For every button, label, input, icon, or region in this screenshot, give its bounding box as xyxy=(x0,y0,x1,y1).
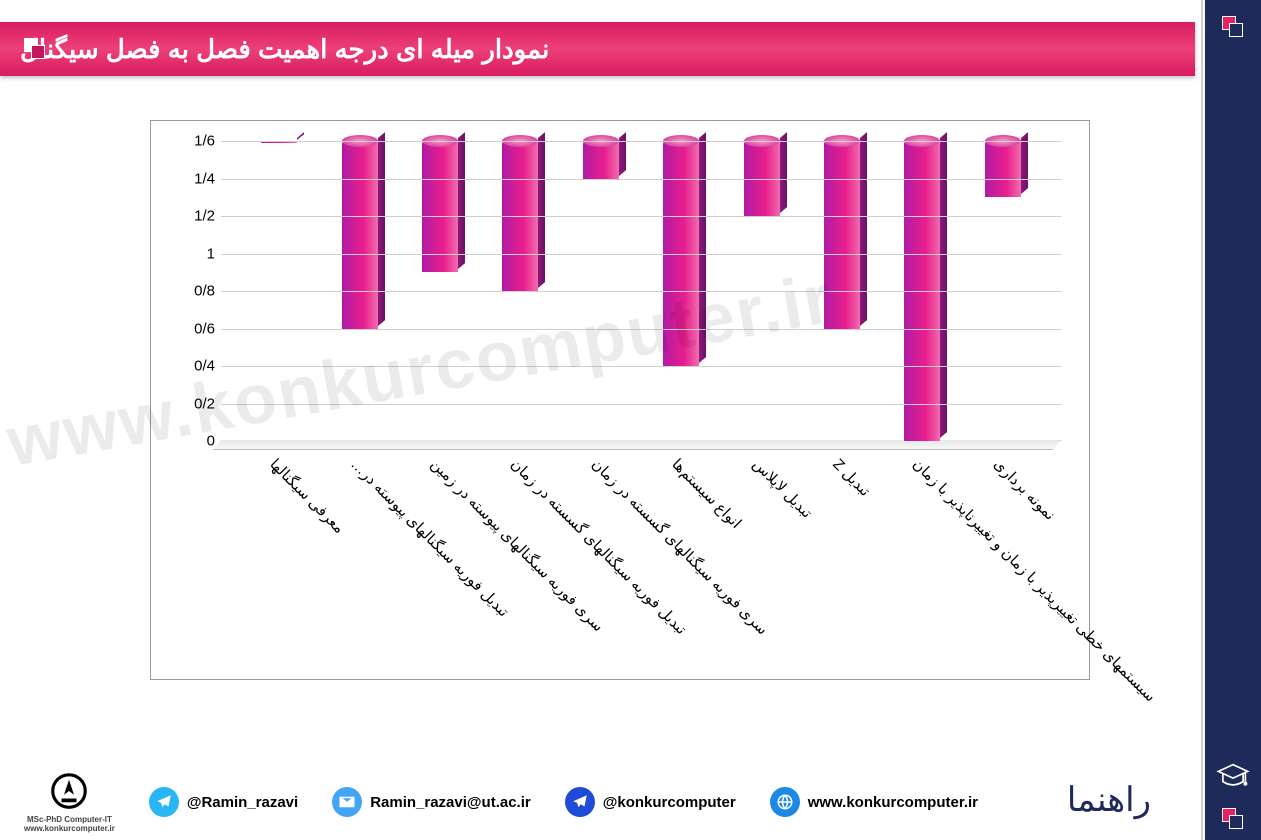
footer-contact-text: @Ramin_razavi xyxy=(187,794,298,811)
footer-logo-url: www.konkurcomputer.ir xyxy=(24,824,115,833)
gridline xyxy=(221,254,1061,255)
y-tick-label: 0/8 xyxy=(171,283,215,300)
y-tick-label: 1/2 xyxy=(171,208,215,225)
plot-floor xyxy=(213,440,1061,450)
y-tick-label: 0/6 xyxy=(171,320,215,337)
x-axis-labels: معرفی سیگنالهاتبدیل فوریه سیگنالهای پیوس… xyxy=(221,451,1061,681)
y-tick-label: 1 xyxy=(171,245,215,262)
footer-contact-text: @konkurcomputer xyxy=(603,794,736,811)
bar-chart: 00/20/40/60/811/21/41/6 معرفی سیگنالهاتب… xyxy=(150,120,1090,680)
y-tick-label: 0/4 xyxy=(171,358,215,375)
signature: راهنما xyxy=(1067,780,1151,820)
side-rail-divider xyxy=(1201,0,1205,840)
banner-deco-icon xyxy=(24,38,46,60)
x-label-slot: معرفی سیگنالها xyxy=(239,451,319,681)
y-tick-label: 0 xyxy=(171,433,215,450)
title-banner: نمودار میله ای درجه اهمیت فصل به فصل سیگ… xyxy=(0,22,1195,76)
gridline xyxy=(221,179,1061,180)
gridline xyxy=(221,216,1061,217)
footer-contact[interactable]: Ramin_razavi@ut.ac.ir xyxy=(332,787,531,817)
corner-deco-bottom xyxy=(1222,808,1244,830)
x-label-slot: نمونه برداری xyxy=(963,451,1043,681)
x-label-slot: سیستمهای خطی تغییرپذیر با زمان و تغییرنا… xyxy=(882,451,962,681)
plot-area: 00/20/40/60/811/21/41/6 xyxy=(221,141,1061,441)
x-label-slot: تبدیل فوریه سیگنالهای گسسته در زمان xyxy=(480,451,560,681)
corner-deco-top xyxy=(1222,16,1244,38)
x-tick-label: تبدیل Z xyxy=(829,455,874,500)
footer-contact[interactable]: www.konkurcomputer.ir xyxy=(770,787,978,817)
bar xyxy=(985,141,1021,197)
side-rail xyxy=(1205,0,1261,840)
footer-contact[interactable]: @konkurcomputer xyxy=(565,787,736,817)
gridline xyxy=(221,291,1061,292)
mail-icon xyxy=(332,787,362,817)
y-tick-label: 0/2 xyxy=(171,395,215,412)
x-label-slot: سری فوریه سیگنالهای گسسته در زمان xyxy=(561,451,641,681)
gridline xyxy=(221,366,1061,367)
footer-contact-text: Ramin_razavi@ut.ac.ir xyxy=(370,794,531,811)
footer-logo-caption: MSc-PhD Computer-IT xyxy=(27,815,112,824)
globe-icon xyxy=(770,787,800,817)
x-label-slot: تبدیل لاپلاس xyxy=(721,451,801,681)
telegram-icon xyxy=(149,787,179,817)
footer-logo: MSc-PhD Computer-IT www.konkurcomputer.i… xyxy=(24,771,115,833)
bar xyxy=(583,141,619,179)
y-tick-label: 1/6 xyxy=(171,133,215,150)
y-tick-label: 1/4 xyxy=(171,170,215,187)
bar xyxy=(342,141,378,329)
x-label-slot: انواع سیستم‌ها xyxy=(641,451,721,681)
x-label-slot: تبدیل Z xyxy=(802,451,882,681)
footer-contact-text: www.konkurcomputer.ir xyxy=(808,794,978,811)
gridline xyxy=(221,141,1061,142)
gridline xyxy=(221,404,1061,405)
x-label-slot: سری فوریه سیگنالهای پیوسته در زمین xyxy=(400,451,480,681)
x-label-slot: تبدیل فوریه سیگنالهای پیوسته در… xyxy=(319,451,399,681)
bar xyxy=(824,141,860,329)
gridline xyxy=(221,329,1061,330)
x-tick-label: نمونه برداری xyxy=(990,455,1059,524)
telegram-icon xyxy=(565,787,595,817)
page-title: نمودار میله ای درجه اهمیت فصل به فصل سیگ… xyxy=(20,34,549,65)
footer: MSc-PhD Computer-IT www.konkurcomputer.i… xyxy=(0,774,1200,830)
footer-contact[interactable]: @Ramin_razavi xyxy=(149,787,298,817)
grad-cap-icon xyxy=(1215,759,1251,800)
